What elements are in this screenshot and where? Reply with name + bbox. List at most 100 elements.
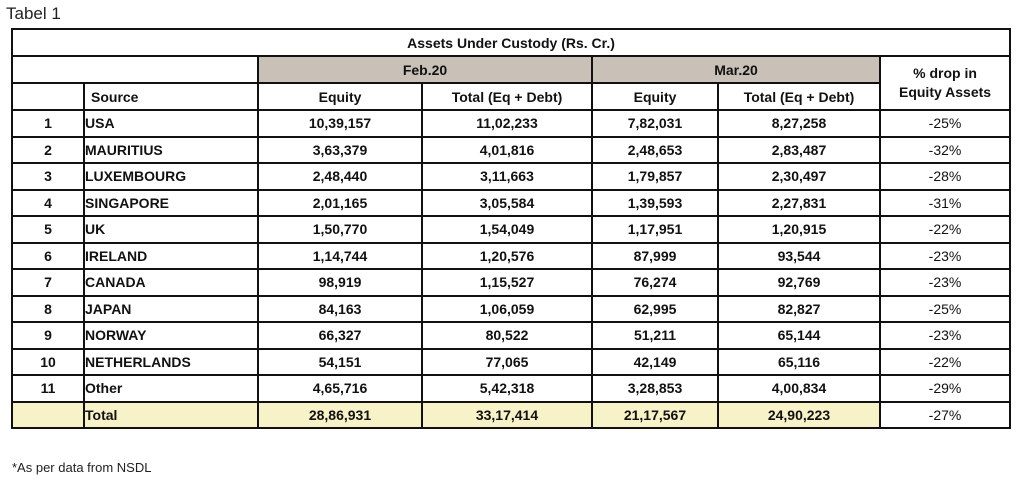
drop-cell: -22% (878, 347, 1012, 376)
mar-total-cell: 65,116 (717, 347, 881, 376)
source-cell: CANADA (83, 268, 259, 297)
period-header-feb: Feb.20 (257, 55, 593, 84)
table-row: 4 SINGAPORE 2,01,165 3,05,584 1,39,593 2,27,8… (11, 188, 1012, 217)
mar-total-cell: 65,144 (717, 321, 881, 350)
drop-header-line1: % drop in (913, 65, 977, 81)
total-row: Total 28,86,931 33,17,414 21,17,567 24,9… (11, 400, 1012, 429)
mar-total-cell: 93,544 (717, 241, 881, 270)
feb-equity-cell: 54,151 (257, 347, 423, 376)
source-cell: IRELAND (83, 241, 259, 270)
total-mar-total: 24,90,223 (717, 400, 881, 429)
feb-total-cell: 5,42,318 (421, 374, 593, 403)
mar-equity-cell: 51,211 (591, 321, 719, 350)
feb-equity-cell: 4,65,716 (257, 374, 423, 403)
total-feb-equity: 28,86,931 (257, 400, 423, 429)
source-cell: UK (83, 215, 259, 244)
drop-cell: -29% (878, 374, 1012, 403)
drop-cell: -31% (878, 188, 1012, 217)
footnote: *As per data from NSDL (12, 460, 152, 475)
mar-total-header: Total (Eq + Debt) (717, 82, 881, 111)
rank-cell: 11 (11, 374, 85, 403)
source-header: Source (83, 82, 259, 111)
total-label: Total (83, 400, 259, 429)
mar-equity-cell: 76,274 (591, 268, 719, 297)
drop-cell: -25% (878, 109, 1012, 138)
drop-cell: -23% (878, 321, 1012, 350)
mar-total-cell: 8,27,258 (717, 109, 881, 138)
table-row: 5 UK 1,50,770 1,54,049 1,17,951 1,20,915 -22% (11, 215, 1012, 244)
table-row: 3 LUXEMBOURG 2,48,440 3,11,663 1,79,857 2,30,… (11, 162, 1012, 191)
feb-equity-header: Equity (257, 82, 423, 111)
feb-total-cell: 1,54,049 (421, 215, 593, 244)
source-cell: LUXEMBOURG (83, 162, 259, 191)
rank-cell: 5 (11, 215, 85, 244)
feb-equity-cell: 66,327 (257, 321, 423, 350)
mar-total-cell: 82,827 (717, 294, 881, 323)
rank-cell: 9 (11, 321, 85, 350)
feb-equity-cell: 2,48,440 (257, 162, 423, 191)
rank-cell: 7 (11, 268, 85, 297)
source-cell: SINGAPORE (83, 188, 259, 217)
mar-equity-header: Equity (591, 82, 719, 111)
feb-total-header: Total (Eq + Debt) (421, 82, 593, 111)
table-row: 11 Other 4,65,716 5,42,318 3,28,853 4,00,834-… (11, 374, 1012, 403)
table-row: 7 CANADA 98,919 1,15,527 76,274 92,769 -23% (11, 268, 1012, 297)
table-row: 1 USA 10,39,157 11,02,233 7,82,031 8,27,258 -2… (11, 109, 1012, 138)
source-cell: NORWAY (83, 321, 259, 350)
drop-header: % drop in Equity Assets (878, 55, 1012, 111)
period-header-mar: Mar.20 (591, 55, 881, 84)
total-drop: -27% (878, 400, 1012, 429)
feb-total-cell: 11,02,233 (421, 109, 593, 138)
rank-cell: 2 (11, 135, 85, 164)
drop-header-line2: Equity Assets (898, 84, 992, 100)
feb-total-cell: 1,06,059 (421, 294, 593, 323)
assets-under-custody-table: Assets Under Custody (Rs. Cr.) Feb.20 Ma… (10, 28, 1012, 429)
table-row: 2 MAURITIUS 3,63,379 4,01,816 2,48,653 2,83,4… (11, 135, 1012, 164)
blank-header-cell (11, 55, 259, 83)
feb-total-cell: 1,15,527 (421, 268, 593, 297)
mar-equity-cell: 7,82,031 (591, 109, 719, 138)
feb-total-cell: 77,065 (421, 347, 593, 376)
table-body: 1 USA 10,39,157 11,02,233 7,82,031 8,27,258 -2… (11, 109, 1012, 403)
mar-total-cell: 2,27,831 (717, 188, 881, 217)
source-cell: JAPAN (83, 294, 259, 323)
total-feb-total: 33,17,414 (421, 400, 593, 429)
feb-total-cell: 80,522 (421, 321, 593, 350)
table-title: Assets Under Custody (Rs. Cr.) (10, 28, 1012, 57)
rank-cell: 8 (11, 294, 85, 323)
feb-total-cell: 3,05,584 (421, 188, 593, 217)
feb-equity-cell: 3,63,379 (257, 135, 423, 164)
mar-equity-cell: 1,79,857 (591, 162, 719, 191)
table-row: 9 NORWAY 66,327 80,522 51,211 65,144 -23% (11, 321, 1012, 350)
mar-equity-cell: 62,995 (591, 294, 719, 323)
total-rank-cell (11, 400, 85, 429)
mar-equity-cell: 42,149 (591, 347, 719, 376)
mar-equity-cell: 1,17,951 (591, 215, 719, 244)
table-row: 6 IRELAND 1,14,744 1,20,576 87,999 93,544 -23% (11, 241, 1012, 270)
total-mar-equity: 21,17,567 (591, 400, 719, 429)
mar-total-cell: 2,83,487 (717, 135, 881, 164)
mar-equity-cell: 1,39,593 (591, 188, 719, 217)
mar-total-cell: 92,769 (717, 268, 881, 297)
rank-cell: 4 (11, 188, 85, 217)
feb-total-cell: 1,20,576 (421, 241, 593, 270)
mar-equity-cell: 2,48,653 (591, 135, 719, 164)
table-caption: Tabel 1 (6, 4, 61, 23)
drop-cell: -23% (878, 268, 1012, 297)
source-cell: MAURITIUS (83, 135, 259, 164)
source-cell: Other (83, 374, 259, 403)
feb-total-cell: 4,01,816 (421, 135, 593, 164)
feb-equity-cell: 2,01,165 (257, 188, 423, 217)
feb-equity-cell: 84,163 (257, 294, 423, 323)
mar-total-cell: 4,00,834 (717, 374, 881, 403)
rank-cell: 10 (11, 347, 85, 376)
drop-cell: -25% (878, 294, 1012, 323)
source-cell: NETHERLANDS (83, 347, 259, 376)
rank-header (11, 82, 85, 111)
drop-cell: -28% (878, 162, 1012, 191)
feb-equity-cell: 1,14,744 (257, 241, 423, 270)
drop-cell: -22% (878, 215, 1012, 244)
source-cell: USA (83, 109, 259, 138)
feb-equity-cell: 10,39,157 (257, 109, 423, 138)
feb-equity-cell: 98,919 (257, 268, 423, 297)
